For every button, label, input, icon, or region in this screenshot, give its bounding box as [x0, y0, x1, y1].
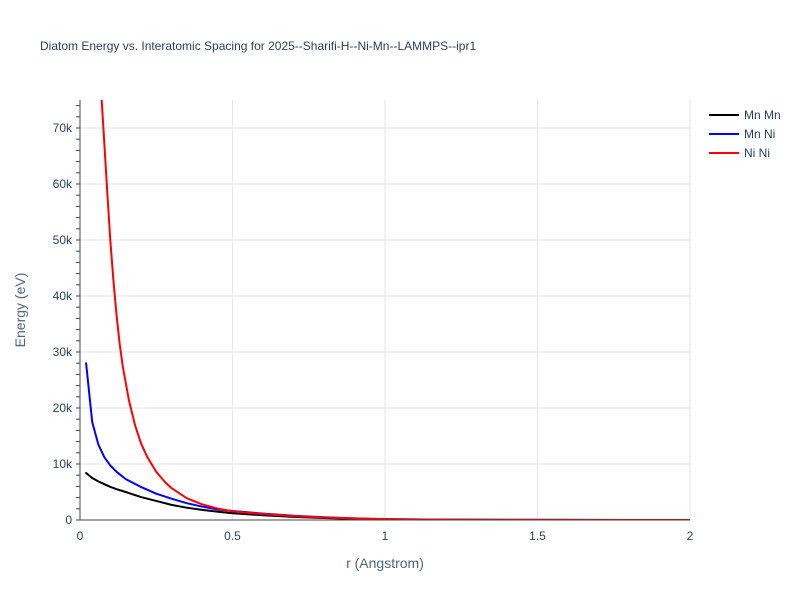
legend-item-ni-ni[interactable]: Ni Ni	[709, 146, 770, 160]
y-tick-label: 10k	[53, 457, 73, 471]
y-tick-label: 0	[65, 513, 72, 527]
x-tick-label: 0	[77, 529, 84, 543]
y-tick-label: 30k	[53, 345, 73, 359]
y-tick-label: 20k	[53, 401, 73, 415]
legend-label: Ni Ni	[744, 146, 770, 160]
chart-title: Diatom Energy vs. Interatomic Spacing fo…	[40, 39, 476, 53]
x-axis-label: r (Angstrom)	[346, 555, 424, 571]
y-tick-label: 60k	[53, 177, 73, 191]
y-tick-label: 70k	[53, 121, 73, 135]
axes	[76, 100, 690, 521]
x-tick-label: 2	[687, 529, 694, 543]
legend[interactable]: Mn Mn Mn Ni Ni Ni	[709, 108, 781, 160]
series-line-mn-mn	[85, 471, 690, 520]
y-tick-label: 40k	[53, 289, 73, 303]
series-line-mn-ni	[85, 362, 690, 520]
x-tick-label: 1.5	[529, 529, 546, 543]
x-tick-label: 1	[382, 529, 389, 543]
grid	[80, 100, 691, 520]
legend-item-mn-ni[interactable]: Mn Ni	[709, 127, 775, 141]
legend-item-mn-mn[interactable]: Mn Mn	[709, 108, 781, 122]
y-tick-label: 50k	[53, 233, 73, 247]
series-line-ni-ni	[100, 100, 690, 520]
legend-label: Mn Ni	[744, 127, 775, 141]
series-lines	[85, 100, 690, 520]
x-tick-label: 0.5	[224, 529, 241, 543]
y-axis-label: Energy (eV)	[12, 273, 28, 348]
tick-labels: 0 0.5 1 1.5 2 0 10k 20k 30k 40k 50k 60k 70k	[53, 121, 694, 543]
legend-label: Mn Mn	[744, 108, 781, 122]
